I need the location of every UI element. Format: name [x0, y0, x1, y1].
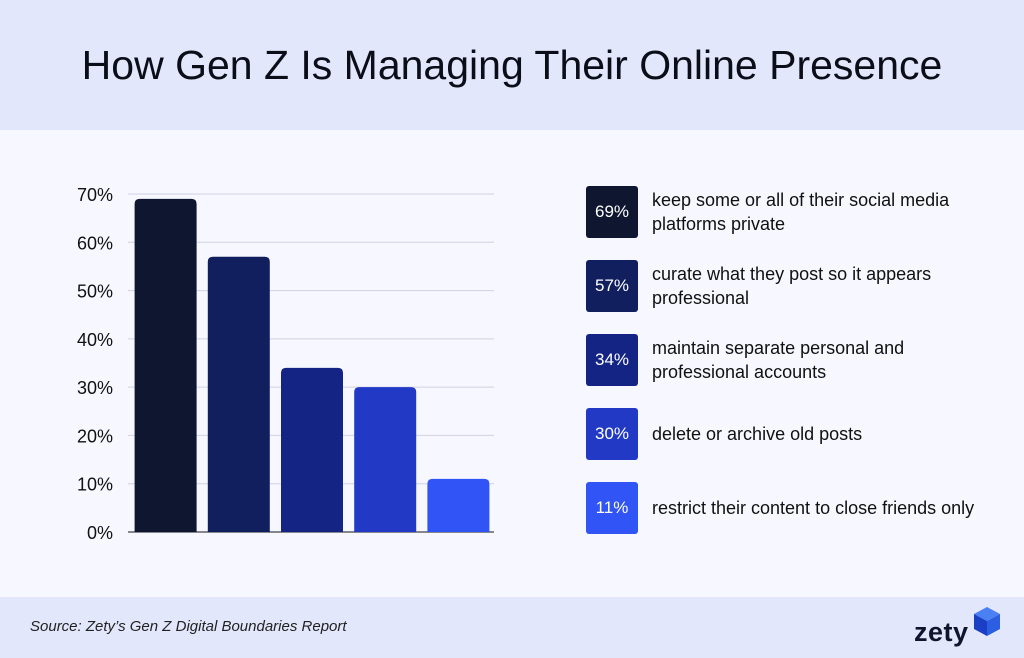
- source-note: Source: Zety’s Gen Z Digital Boundaries …: [30, 618, 347, 635]
- y-tick-label: 40%: [77, 330, 113, 350]
- legend-item: 30% delete or archive old posts: [586, 408, 1006, 460]
- logo-text: zety: [914, 617, 969, 647]
- legend-label: maintain separate personal and professio…: [652, 338, 905, 382]
- bar: [354, 387, 417, 532]
- legend-value-badge: 34%: [586, 334, 638, 386]
- footer: Source: Zety’s Gen Z Digital Boundaries …: [0, 597, 1024, 658]
- legend-item: 34% maintain separate personal and profes…: [586, 334, 1006, 386]
- bar: [281, 367, 343, 532]
- legend-item: 57% curate what they post so it appears p…: [586, 260, 1006, 312]
- legend-label: restrict their content to close friends …: [652, 498, 975, 518]
- bar-chart: 0% 10% 20% 30% 40% 50% 60% 70%: [77, 185, 494, 543]
- y-tick-label: 20%: [77, 426, 113, 446]
- legend-value-badge: 57%: [586, 260, 638, 312]
- legend-value-badge: 69%: [586, 186, 638, 238]
- legend-value-badge: 11%: [586, 482, 638, 534]
- legend-label: delete or archive old posts: [652, 424, 863, 444]
- y-tick-label: 0%: [87, 523, 113, 543]
- zety-cube-icon: [974, 607, 1000, 636]
- legend-value-badge: 30%: [586, 408, 638, 460]
- title-banner: How Gen Z Is Managing Their Online Prese…: [0, 0, 1024, 130]
- chart-title: How Gen Z Is Managing Their Online Prese…: [81, 41, 943, 88]
- y-tick-label: 30%: [77, 378, 113, 398]
- y-tick-label: 70%: [77, 185, 113, 205]
- legend-label: keep some or all of their social media p…: [652, 190, 950, 234]
- legend-label: curate what they post so it appears prof…: [652, 264, 932, 308]
- legend-item: 69% keep some or all of their social medi…: [586, 186, 1006, 238]
- y-tick-label: 60%: [77, 233, 113, 253]
- bar: [427, 478, 490, 532]
- y-tick-label: 50%: [77, 282, 113, 302]
- zety-logo: zety: [910, 607, 1006, 651]
- legend-item: 11% restrict their content to close frien…: [586, 482, 1006, 534]
- bar: [134, 198, 197, 532]
- bar: [207, 256, 270, 532]
- y-tick-label: 10%: [77, 475, 113, 495]
